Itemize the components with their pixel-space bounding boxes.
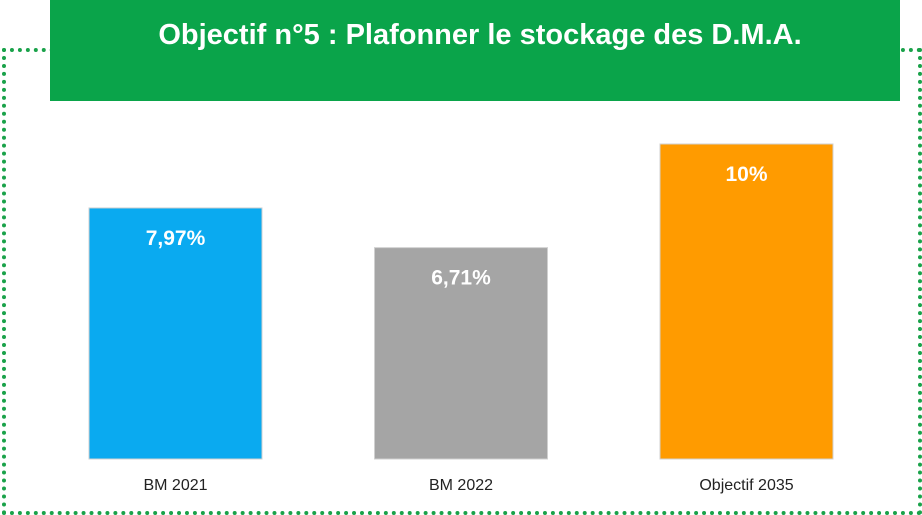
bar <box>88 207 263 460</box>
value-label: 7,97% <box>146 227 206 250</box>
value-label: 6,71% <box>431 267 491 290</box>
bar <box>659 143 834 460</box>
category-label: BM 2021 <box>143 477 207 494</box>
bar <box>374 247 548 460</box>
category-label: BM 2022 <box>429 477 493 494</box>
category-label: Objectif 2035 <box>699 477 793 494</box>
title-banner: Objectif n°5 : Plafonner le stockage des… <box>50 0 900 101</box>
value-label: 10% <box>725 163 767 186</box>
chart-title: Objectif n°5 : Plafonner le stockage des… <box>158 19 802 51</box>
